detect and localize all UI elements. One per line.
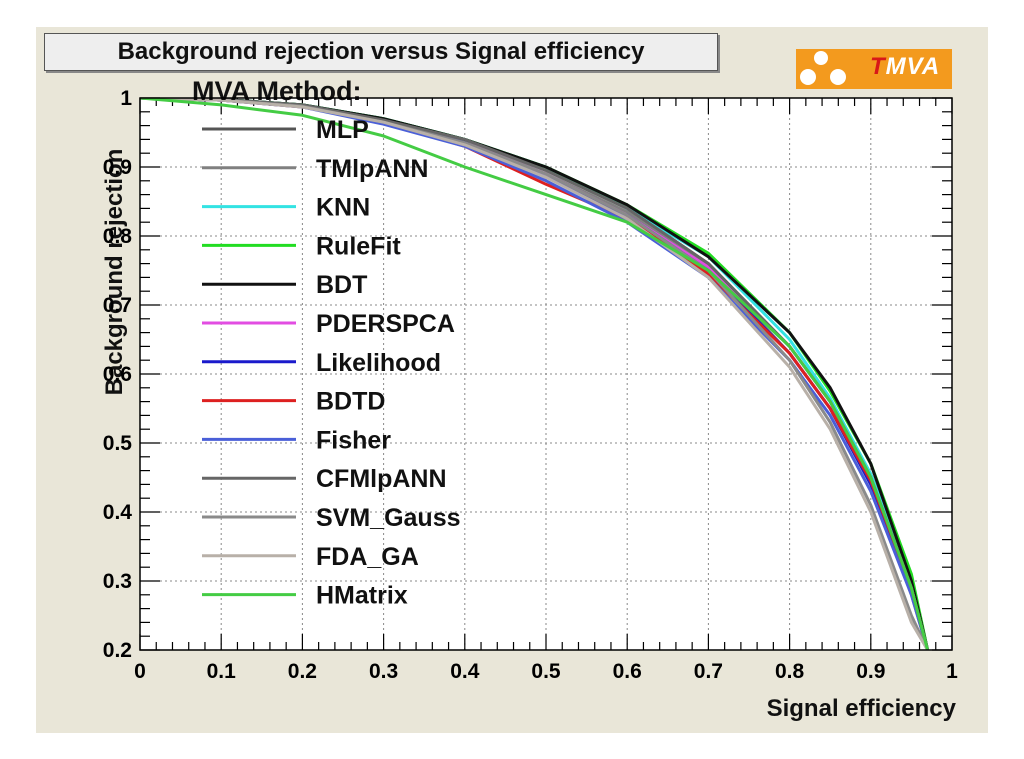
x-tick-label: 0.9 — [856, 660, 885, 683]
legend-label: BDTD — [316, 388, 385, 416]
legend-label: BDT — [316, 271, 367, 299]
logo-dot-icon — [800, 69, 816, 85]
x-tick-label: 0.5 — [531, 660, 561, 683]
y-tick-label: 0.3 — [103, 570, 132, 593]
legend-label: PDERSPCA — [316, 310, 455, 338]
legend-label: HMatrix — [316, 582, 408, 610]
y-tick-label: 0.7 — [103, 294, 132, 317]
tmva-logo: TMVA — [796, 49, 952, 89]
x-axis-label: Signal efficiency — [766, 695, 956, 722]
x-tick-label: 0.3 — [369, 660, 398, 683]
y-tick-label: 0.9 — [103, 156, 132, 179]
y-tick-label: 0.4 — [103, 501, 133, 524]
canvas-background: Background rejection versus Signal effic… — [36, 27, 988, 733]
legend-label: SVM_Gauss — [316, 504, 461, 532]
logo-dot-icon — [830, 69, 846, 85]
x-tick-label: 0.6 — [613, 660, 642, 683]
legend-label: MLP — [316, 116, 369, 144]
series-line-hmatrix — [140, 98, 930, 650]
y-tick-label: 1 — [120, 87, 132, 110]
x-tick-label: 0 — [134, 660, 146, 683]
legend-title: MVA Method: — [192, 76, 361, 106]
chart-title: Background rejection versus Signal effic… — [44, 33, 718, 71]
plot-frame — [139, 97, 953, 651]
x-tick-label: 0.2 — [288, 660, 317, 683]
y-tick-label: 0.5 — [103, 432, 133, 455]
y-tick-label: 0.6 — [103, 363, 132, 386]
y-tick-label: 0.8 — [103, 225, 133, 248]
x-tick-label: 0.8 — [775, 660, 805, 683]
legend-label: Likelihood — [316, 349, 441, 377]
plot-area: 0 0.1 0.2 0.3 0.4 0.5 0.6 0.7 0.8 0.9 1 0.2 0.3 0.4 0.… — [103, 76, 958, 683]
legend-label: RuleFit — [316, 232, 401, 260]
x-tick-label: 0.4 — [450, 660, 480, 683]
logo-dot-icon — [814, 51, 828, 65]
legend-label: Fisher — [316, 426, 391, 454]
legend-label: FDA_GA — [316, 543, 419, 571]
x-tick-label: 0.1 — [207, 660, 237, 683]
legend-label: TMlpANN — [316, 155, 428, 183]
logo-text: TMVA — [870, 53, 941, 80]
series-line-fda_ga — [140, 98, 929, 650]
x-tick-label: 1 — [946, 660, 958, 683]
x-tick-label: 0.7 — [694, 660, 723, 683]
legend-label: KNN — [316, 194, 370, 222]
y-tick-label: 0.2 — [103, 639, 132, 662]
legend-label: CFMlpANN — [316, 465, 447, 493]
